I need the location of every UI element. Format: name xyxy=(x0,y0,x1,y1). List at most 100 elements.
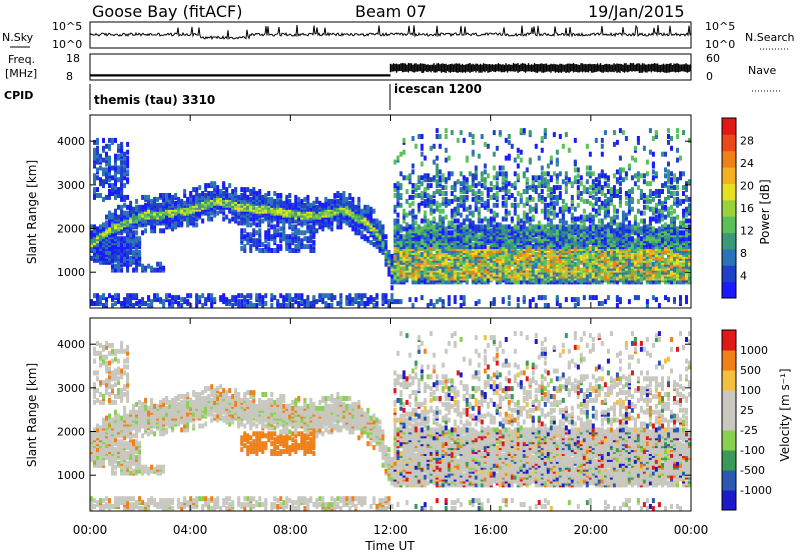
nsky-tick-bottom: 10^0 xyxy=(52,38,82,51)
range-gate-cell xyxy=(582,295,586,301)
range-gate-cell xyxy=(372,303,376,308)
range-gate-cell xyxy=(210,210,214,216)
range-gate-cell xyxy=(210,216,214,222)
range-gate-cell xyxy=(459,212,463,218)
range-gate-cell xyxy=(426,200,430,206)
range-gate-cell xyxy=(468,185,472,191)
range-gate-cell xyxy=(405,189,409,194)
range-gate-cell xyxy=(93,151,96,157)
range-gate-cell xyxy=(246,218,250,224)
range-gate-cell xyxy=(459,198,463,204)
range-gate-cell xyxy=(498,222,502,228)
range-gate-cell xyxy=(330,198,334,204)
range-gate-cell xyxy=(588,224,592,230)
range-gate-cell xyxy=(411,189,415,194)
range-gate-cell xyxy=(114,165,117,171)
range-gate-cell xyxy=(270,297,274,303)
range-gate-cell xyxy=(246,232,250,238)
range-gate-cell xyxy=(594,208,598,214)
range-gate-cell xyxy=(246,303,250,308)
range-gate-cell xyxy=(129,222,133,228)
range-gate-cell xyxy=(327,293,331,299)
range-gate-cell xyxy=(432,279,436,285)
range-gate-cell xyxy=(135,236,139,242)
range-gate-cell xyxy=(633,181,637,187)
range-gate-cell xyxy=(441,208,445,214)
range-gate-cell xyxy=(543,224,547,230)
range-gate-cell xyxy=(519,218,523,224)
range-gate-cell xyxy=(513,157,517,163)
range-gate-cell xyxy=(219,295,223,301)
range-gate-cell xyxy=(582,240,586,246)
range-gate-cell xyxy=(540,194,544,200)
range-gate-cell xyxy=(399,249,403,255)
range-gate-cell xyxy=(555,301,559,306)
range-gate-cell xyxy=(501,265,505,271)
range-gate-cell xyxy=(483,216,487,222)
range-gate-cell xyxy=(414,226,418,232)
range-gate-cell xyxy=(531,187,535,193)
range-gate-cell xyxy=(423,187,427,193)
range-gate-cell xyxy=(435,200,439,206)
range-gate-cell xyxy=(261,303,265,308)
range-gate-cell xyxy=(390,293,394,299)
range-gate-cell xyxy=(474,196,478,202)
range-gate-cell xyxy=(480,191,484,196)
range-gate-cell xyxy=(528,224,532,230)
range-gate-cell xyxy=(411,163,415,169)
range-gate-cell xyxy=(231,303,235,308)
range-gate-cell xyxy=(312,200,316,206)
range-gate-cell xyxy=(129,242,133,248)
range-gate-cell xyxy=(132,230,136,236)
range-gate-cell xyxy=(510,230,514,236)
range-gate-cell xyxy=(573,246,577,251)
range-gate-cell xyxy=(528,216,532,222)
range-gate-cell xyxy=(120,236,124,242)
range-gate-cell xyxy=(417,261,421,267)
range-gate-cell xyxy=(579,232,583,238)
range-gate-cell xyxy=(468,171,472,177)
range-gate-cell xyxy=(339,193,343,198)
range-gate-cell xyxy=(444,191,448,196)
range-gate-cell xyxy=(456,196,460,202)
range-gate-cell xyxy=(462,206,466,212)
range-gate-cell xyxy=(531,297,535,303)
range-gate-cell xyxy=(105,177,108,183)
range-gate-cell xyxy=(261,299,265,305)
range-gate-cell xyxy=(528,303,532,308)
range-gate-cell xyxy=(558,206,562,212)
range-gate-cell xyxy=(102,171,105,177)
range-gate-cell xyxy=(264,193,268,198)
range-gate-cell xyxy=(222,210,226,216)
range-gate-cell xyxy=(573,303,577,308)
range-gate-cell xyxy=(417,175,421,181)
range-gate-cell xyxy=(417,224,421,230)
range-gate-cell xyxy=(429,145,433,151)
range-gate-cell xyxy=(540,171,544,177)
range-gate-cell xyxy=(114,208,117,214)
range-gate-cell xyxy=(264,230,268,236)
range-gate-cell xyxy=(528,246,532,251)
range-gate-cell xyxy=(477,216,481,222)
range-gate-cell xyxy=(498,279,502,285)
range-gate-cell xyxy=(102,157,105,163)
range-gate-cell xyxy=(435,167,439,173)
range-gate-cell xyxy=(246,194,250,200)
range-gate-cell xyxy=(573,261,577,267)
range-gate-cell xyxy=(267,234,271,240)
range-gate-cell xyxy=(558,134,562,139)
range-gate-cell xyxy=(591,224,595,230)
range-gate-cell xyxy=(570,269,574,275)
range-gate-cell xyxy=(471,210,475,216)
range-gate-cell xyxy=(213,297,217,303)
cpid-mode-2: icescan 1200 xyxy=(394,82,482,96)
range-gate-cell xyxy=(102,167,105,173)
range-gate-cell xyxy=(186,222,190,228)
range-gate-cell xyxy=(540,230,544,236)
range-gate-cell xyxy=(396,224,400,230)
range-gate-cell xyxy=(117,153,120,159)
range-gate-cell xyxy=(456,218,460,224)
range-gate-cell xyxy=(285,194,289,200)
range-gate-cell xyxy=(456,271,460,277)
range-gate-cell xyxy=(303,220,307,226)
